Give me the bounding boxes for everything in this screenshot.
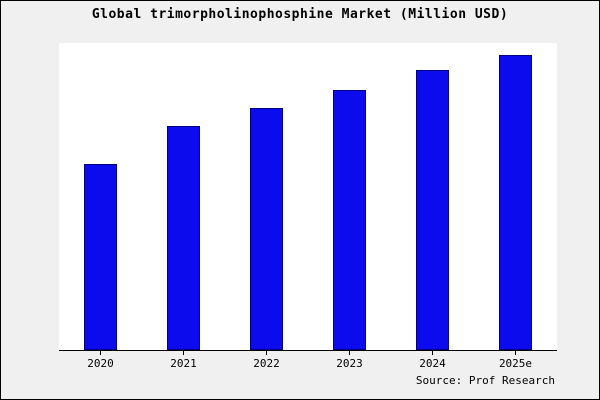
x-label-cell: 2021 [142, 351, 225, 370]
x-axis-label: 2023 [336, 357, 363, 370]
x-axis-tick [515, 351, 516, 355]
x-label-cell: 2024 [391, 351, 474, 370]
x-axis-tick [432, 351, 433, 355]
bar-cell [308, 43, 391, 350]
x-axis-tick [100, 351, 101, 355]
x-axis-label: 2021 [170, 357, 197, 370]
x-label-cell: 2025e [474, 351, 557, 370]
x-axis-label: 2022 [253, 357, 280, 370]
bar-cell [391, 43, 474, 350]
bar-cell [474, 43, 557, 350]
bar-series [59, 43, 557, 350]
x-axis-tick [266, 351, 267, 355]
bar-2024 [416, 69, 449, 350]
bar-2022 [250, 107, 283, 350]
plot-area [59, 43, 557, 351]
x-axis-label: 2020 [87, 357, 114, 370]
bar-2025e [499, 54, 532, 350]
x-axis-tick [183, 351, 184, 355]
x-axis-label: 2024 [419, 357, 446, 370]
bar-2021 [167, 125, 200, 350]
source-caption: Source: Prof Research [415, 374, 555, 387]
bar-2020 [84, 164, 117, 350]
x-label-cell: 2023 [308, 351, 391, 370]
bar-cell [59, 43, 142, 350]
bar-cell [142, 43, 225, 350]
x-label-cell: 2020 [59, 351, 142, 370]
bar-2023 [333, 90, 366, 350]
bar-cell [225, 43, 308, 350]
x-axis-tick [349, 351, 350, 355]
chart-title: Global trimorpholinophosphine Market (Mi… [91, 7, 509, 22]
x-axis: 2020 2021 2022 2023 2024 2025e [59, 351, 557, 370]
x-label-cell: 2022 [225, 351, 308, 370]
x-axis-label: 2025e [498, 357, 533, 370]
